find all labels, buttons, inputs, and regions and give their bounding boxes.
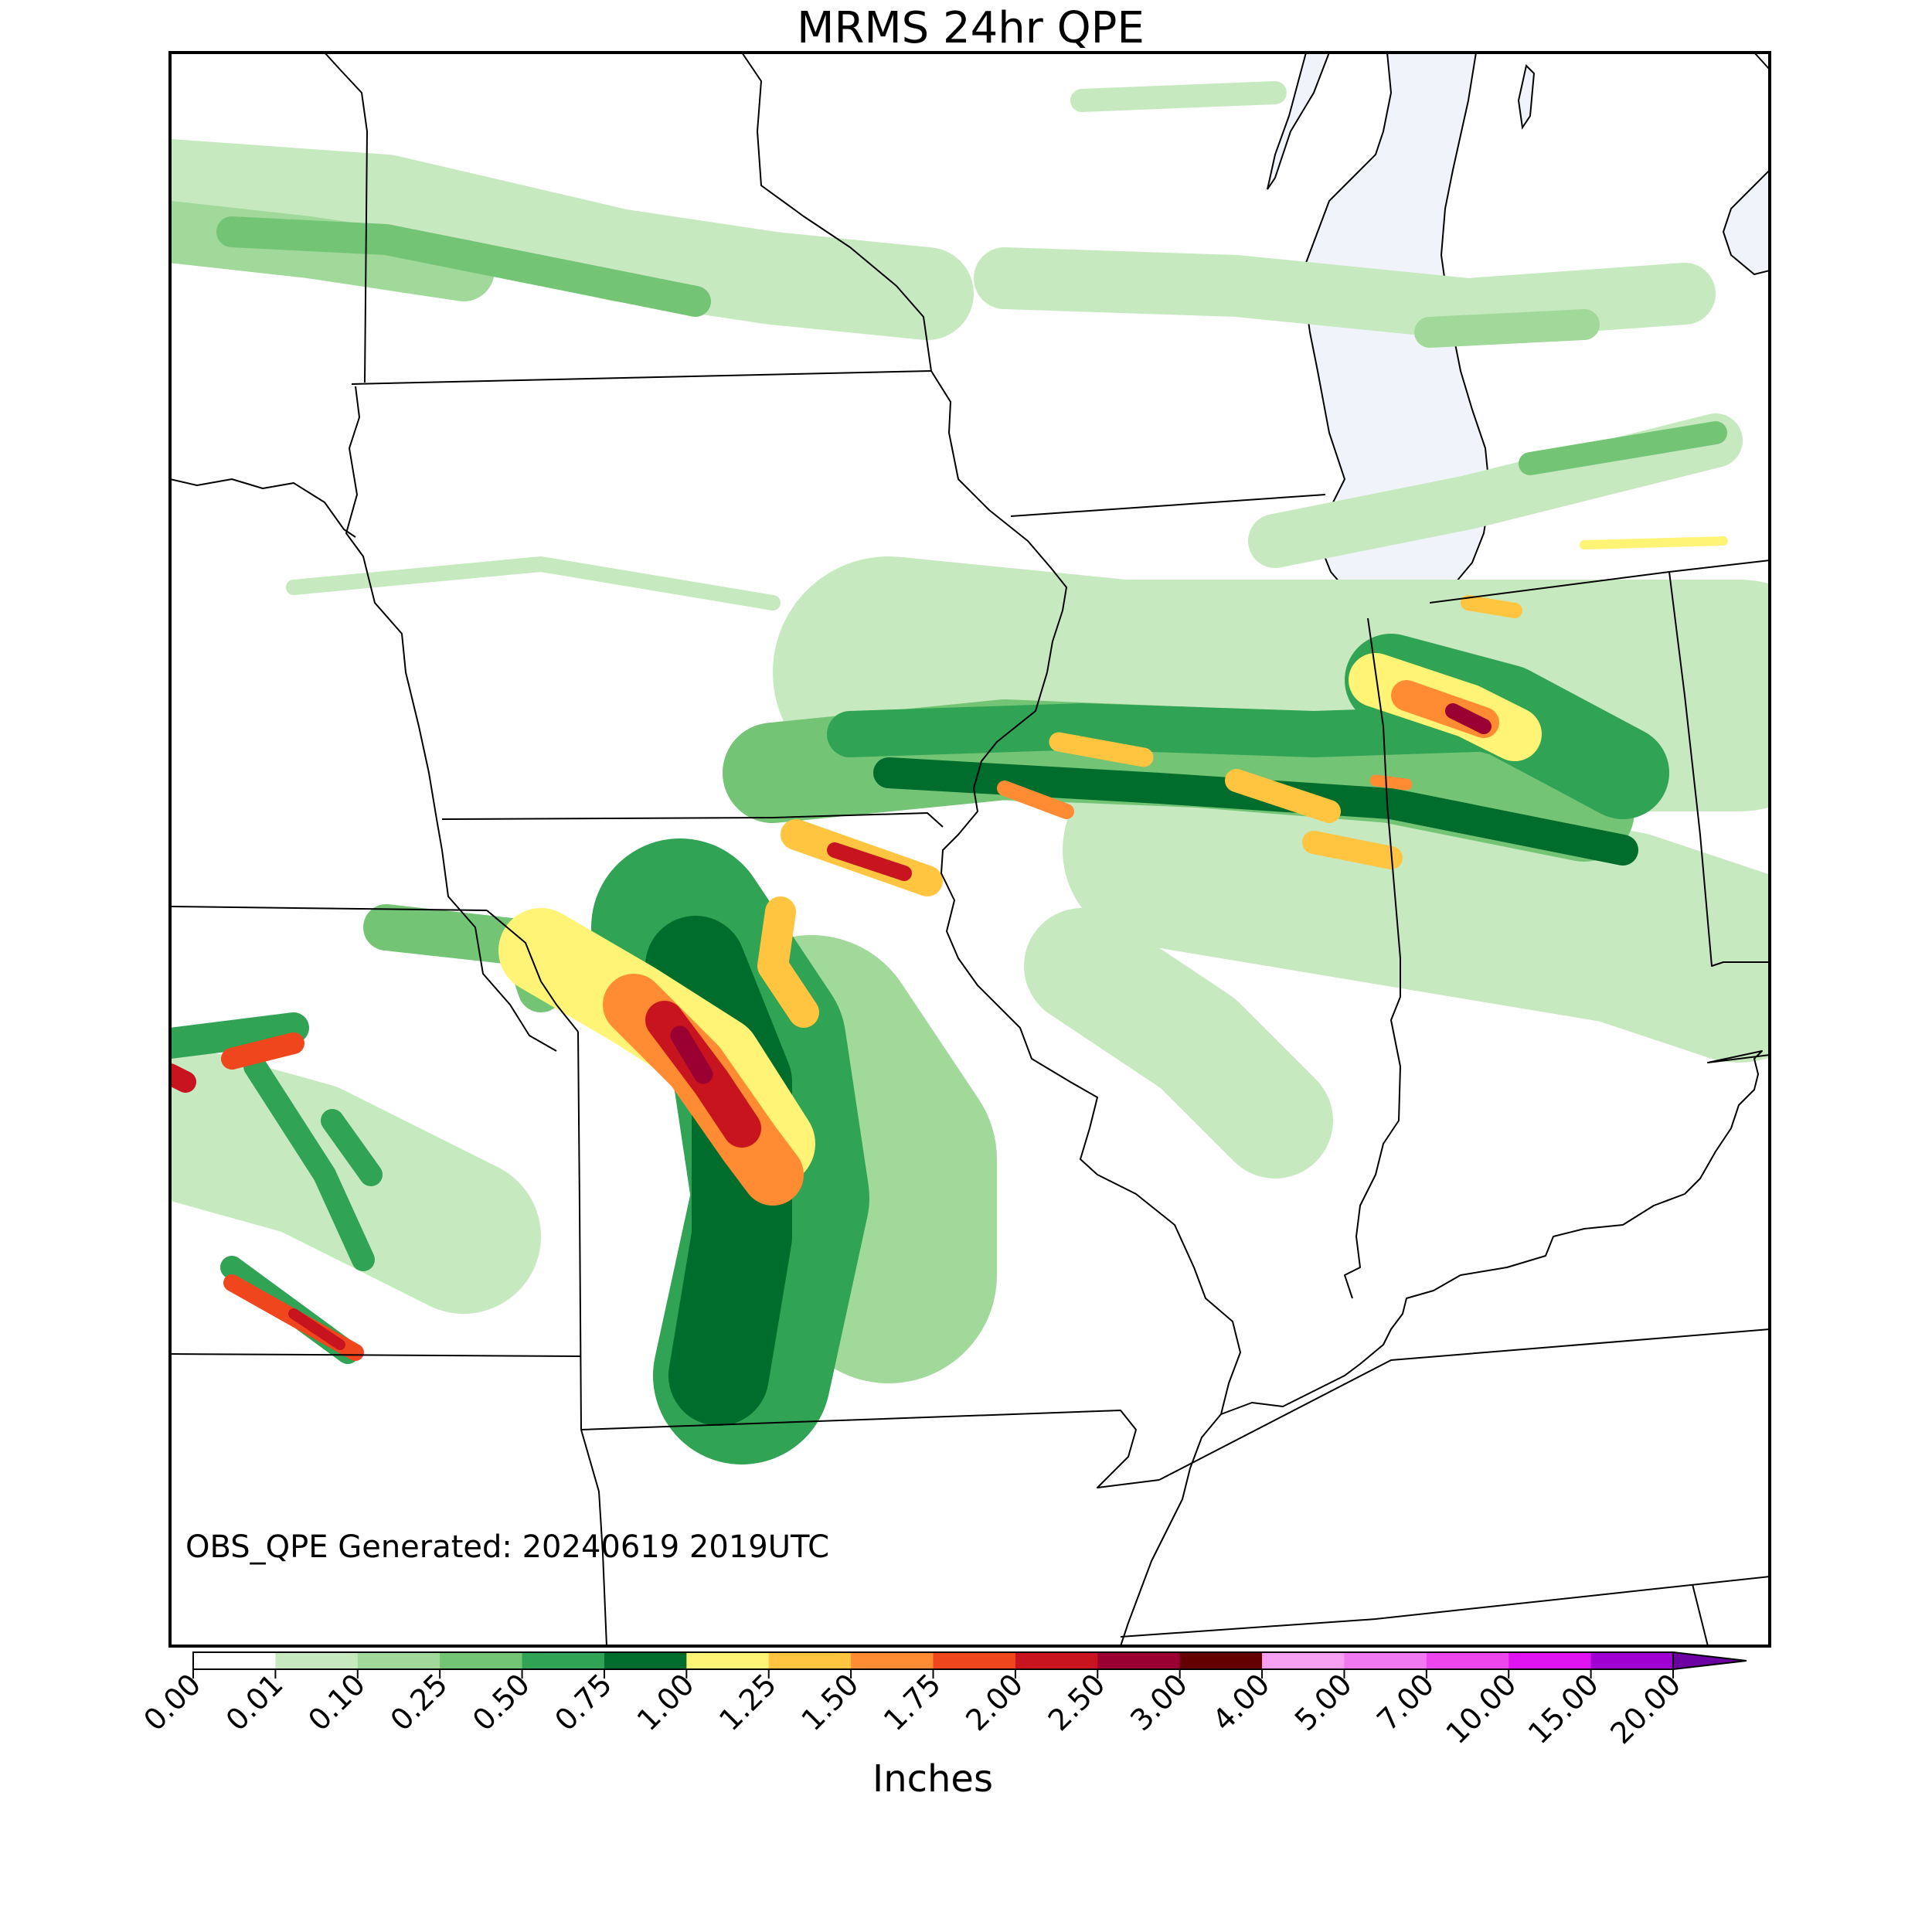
- precip-band: [321, 1109, 383, 1186]
- colorbar-swatch: [275, 1652, 359, 1669]
- colorbar-tick-label: 2.50: [1042, 1667, 1112, 1737]
- precip-band: [1049, 732, 1154, 767]
- precip-band: [1024, 908, 1333, 1179]
- precip-band: [288, 1308, 345, 1350]
- precip-band: [1461, 595, 1522, 618]
- precip-band: [1414, 309, 1600, 348]
- colorbar-tick-label: 0.10: [301, 1667, 372, 1737]
- colorbar-swatch: [686, 1652, 770, 1669]
- colorbar-tick-label: 2.00: [959, 1667, 1029, 1737]
- lake-huron-edge: [1722, 168, 1770, 276]
- colorbar-swatch: [440, 1652, 523, 1669]
- precip-band: [974, 247, 1716, 340]
- colorbar-label: Inches: [872, 1757, 993, 1801]
- colorbar-swatch: [1590, 1652, 1674, 1669]
- precip-band: [1302, 831, 1403, 869]
- green-bay: [1267, 53, 1331, 190]
- colorbar-swatch: [1015, 1652, 1098, 1669]
- precipitation-field: [170, 81, 1770, 1464]
- island-1: [1517, 64, 1536, 130]
- precip-band: [723, 699, 1634, 862]
- colorbar: 0.00 0.01 0.10 0.25 0.50 0.75 1.00 1.25 1.50 1.75…: [137, 1651, 1747, 1750]
- colorbar-tick-label: 3.00: [1124, 1667, 1194, 1737]
- map-area: OBS_QPE Generated: 20240619 2019UTC: [170, 53, 1770, 1646]
- colorbar-tick-label: 5.00: [1288, 1667, 1359, 1737]
- generated-annotation: OBS_QPE Generated: 20240619 2019UTC: [185, 1529, 829, 1565]
- colorbar-tick-label: 0.25: [384, 1667, 454, 1737]
- colorbar-swatch: [522, 1652, 605, 1669]
- precip-band: [1063, 753, 1770, 1063]
- colorbar-tick-label: 0.75: [548, 1667, 618, 1737]
- colorbar-tick-label: 0.50: [466, 1667, 536, 1737]
- precip-band: [1070, 81, 1287, 112]
- colorbar-tick-label: 1.75: [877, 1667, 947, 1737]
- colorbar-tick-label: 1.50: [795, 1667, 866, 1737]
- colorbar-tick-label: 1.00: [631, 1667, 701, 1737]
- colorbar-swatch: [933, 1652, 1016, 1669]
- precip-band: [243, 1055, 375, 1271]
- colorbar-tick-label: 20.00: [1604, 1667, 1687, 1750]
- precip-band: [221, 1032, 304, 1070]
- colorbar-tick-label: 7.00: [1370, 1667, 1440, 1737]
- colorbar-swatch: [1262, 1652, 1345, 1669]
- colorbar-tick-label: 4.00: [1206, 1667, 1276, 1737]
- colorbar-tick-label: 1.25: [713, 1667, 783, 1737]
- precip-band: [286, 556, 781, 611]
- colorbar-swatch: [1179, 1652, 1263, 1669]
- precip-band: [1519, 421, 1727, 475]
- chart-title: MRMS 24hr QPE: [797, 3, 1145, 53]
- state-borders: [170, 53, 1770, 1646]
- precip-band: [170, 1012, 309, 1059]
- colorbar-swatch: [1097, 1652, 1181, 1669]
- precip-band: [170, 1063, 196, 1093]
- colorbar-tick-label: 0.01: [219, 1667, 290, 1737]
- precip-band: [216, 216, 711, 317]
- precip-band: [1225, 769, 1341, 823]
- precip-band: [997, 781, 1074, 819]
- colorbar-swatch: [1344, 1652, 1427, 1669]
- precip-band: [757, 896, 819, 1028]
- map-frame: [168, 51, 1771, 1648]
- precip-band: [1580, 536, 1728, 549]
- precip-band: [827, 842, 912, 881]
- precip-band: [1369, 774, 1413, 791]
- precip-band: [170, 139, 974, 340]
- colorbar-tick-label: 15.00: [1522, 1667, 1605, 1750]
- colorbar-swatch: [851, 1652, 934, 1669]
- colorbar-swatch: [604, 1652, 687, 1669]
- colorbar-tick-label: 0.00: [137, 1667, 207, 1737]
- colorbar-swatch: [1426, 1652, 1509, 1669]
- colorbar-swatch: [1509, 1652, 1592, 1669]
- colorbar-tick-label: 10.00: [1440, 1667, 1523, 1750]
- colorbar-extend-arrow: [1672, 1651, 1747, 1671]
- precip-band: [1445, 703, 1492, 734]
- colorbar-swatch: [357, 1652, 440, 1669]
- colorbar-swatch: [193, 1652, 276, 1669]
- precip-band: [670, 1026, 713, 1084]
- precip-band: [773, 556, 1770, 811]
- colorbar-swatch: [768, 1652, 852, 1669]
